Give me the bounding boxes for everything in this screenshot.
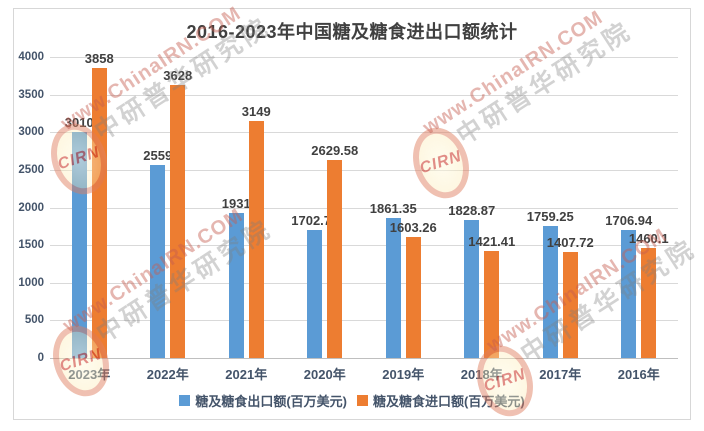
legend-label-import: 糖及糖食进口额(百万美元) [373, 394, 525, 409]
bar-slot: 3858 [85, 51, 114, 358]
bar-group-2019年: 1861.35 1603.26 [364, 57, 443, 358]
import-value-label-2019年: 1603.26 [389, 220, 437, 236]
x-tick-label-2018年: 2018年 [460, 367, 503, 382]
export-value-label-2022年: 2559 [143, 148, 173, 164]
gridline [50, 94, 678, 96]
import-value-label-2021年: 3149 [241, 104, 271, 120]
import-value-label-2017年: 1407.72 [546, 235, 594, 251]
bar-group-2020年: 1702.78 2629.58 [286, 57, 365, 358]
import-bar-2018年 [484, 251, 500, 358]
export-bar-2019年 [385, 217, 401, 358]
x-tick-label-2017年: 2017年 [539, 367, 582, 382]
bar-slot: 3628 [163, 57, 192, 358]
export-value-label-2017年: 1759.25 [526, 208, 574, 224]
export-bar-2023年 [71, 131, 87, 358]
export-bar-2018年 [464, 220, 480, 358]
import-value-label-2018年: 1421.41 [468, 234, 516, 250]
export-value-label-2023年: 3010 [64, 114, 94, 130]
bar-slot: 1603.26 [390, 57, 437, 358]
bar-slot: 1421.41 [468, 57, 515, 358]
bar-slot: 1828.87 [448, 57, 495, 358]
x-tick-label-2016年: 2016年 [617, 367, 660, 382]
y-tick-label: 0 [37, 352, 44, 364]
x-axis-line [50, 358, 678, 359]
bar-group-2016年: 1706.94 1460.1 [600, 57, 679, 358]
export-bar-2017年 [542, 225, 558, 358]
export-bar-2021年 [228, 212, 244, 358]
y-tick-label: 2000 [18, 201, 44, 214]
y-tick-label: 2500 [18, 163, 44, 176]
export-value-label-2020年: 1702.78 [291, 212, 339, 228]
export-bar-2016年 [621, 229, 637, 358]
x-tick-label-2020年: 2020年 [303, 367, 346, 382]
legend-item-export: 糖及糖食出口额(百万美元) [179, 391, 347, 410]
bar-group-2023年: 3010 3858 [50, 51, 129, 358]
import-bar-2016年 [641, 248, 657, 358]
y-tick-label: 1000 [18, 276, 44, 289]
bar-slot: 1702.78 [291, 57, 338, 358]
gridline [50, 245, 678, 247]
x-axis-labels: 2023年 2022年 2021年 2020年 2019年 2018年 2017年 2016年 [50, 364, 678, 382]
y-tick-label: 1500 [18, 239, 44, 252]
x-tick-label-2023年: 2023年 [68, 367, 111, 382]
bar-slot: 2559 [143, 57, 172, 358]
x-tick-label-2021年: 2021年 [225, 367, 268, 382]
legend-label-export: 糖及糖食出口额(百万美元) [195, 394, 347, 409]
bar-slot: 3149 [242, 57, 271, 358]
bar-slot: 1931 [222, 57, 251, 358]
export-bar-2020年 [307, 229, 323, 358]
export-value-label-2016年: 1706.94 [605, 212, 653, 228]
gridline [50, 57, 678, 58]
bar-group-2022年: 2559 3628 [129, 57, 208, 358]
import-value-label-2016年: 1460.1 [628, 231, 669, 247]
bar-slot: 1460.1 [629, 57, 669, 358]
legend-swatch-import [357, 395, 368, 406]
gridline [50, 282, 678, 284]
export-value-label-2021年: 1931 [221, 195, 251, 211]
export-value-label-2018年: 1828.87 [448, 203, 496, 219]
import-bar-2022年 [170, 85, 186, 358]
gridline [50, 320, 678, 322]
import-bar-2023年 [91, 67, 107, 358]
bar-slot: 1861.35 [370, 57, 417, 358]
import-bar-2020年 [327, 160, 343, 358]
import-bar-2021年 [248, 121, 264, 358]
bar-slot: 3010 [65, 57, 94, 358]
chart-title: 2016-2023年中国糖及糖食进出口额统计 [186, 22, 518, 42]
legend-item-import: 糖及糖食进口额(百万美元) [357, 391, 525, 410]
import-value-label-2020年: 2629.58 [311, 143, 359, 159]
bar-slot: 1407.72 [547, 57, 594, 358]
y-tick-label: 4000 [18, 51, 44, 63]
import-bar-2019年 [405, 237, 421, 358]
chart-frame: 2016-2023年中国糖及糖食进出口额统计 0 500 1000 1500 2000 2… [13, 2, 701, 424]
legend-swatch-export [179, 395, 191, 406]
bar-slot: 2629.58 [311, 57, 358, 358]
bar-group-2017年: 1759.25 1407.72 [521, 57, 600, 358]
gridline [50, 169, 678, 171]
legend: 糖及糖食出口额(百万美元) 糖及糖食进口额(百万美元) [14, 391, 690, 410]
x-tick-label-2022年: 2022年 [146, 367, 189, 382]
plot-area: 3010 3858 2559 3628 1931 3149 1702.78 2629.58 18… [50, 51, 679, 359]
bar-group-2018年: 1828.87 1421.41 [443, 57, 522, 358]
import-value-label-2022年: 3628 [163, 68, 193, 83]
x-tick-label-2019年: 2019年 [382, 367, 425, 382]
gridline [50, 207, 678, 209]
bar-slot: 1706.94 [605, 57, 652, 358]
bar-group-2021年: 1931 3149 [207, 57, 286, 358]
import-bar-2017年 [562, 252, 578, 358]
bar-groups: 3010 3858 2559 3628 1931 3149 1702.78 2629.58 18… [50, 51, 679, 358]
import-value-label-2023年: 3858 [84, 50, 114, 66]
bar-slot: 1759.25 [527, 57, 574, 358]
y-tick-label: 3500 [18, 88, 44, 101]
y-tick-label: 500 [24, 314, 44, 327]
export-bar-2022年 [150, 165, 166, 358]
y-tick-label: 3000 [18, 126, 44, 139]
gridline [50, 132, 678, 134]
